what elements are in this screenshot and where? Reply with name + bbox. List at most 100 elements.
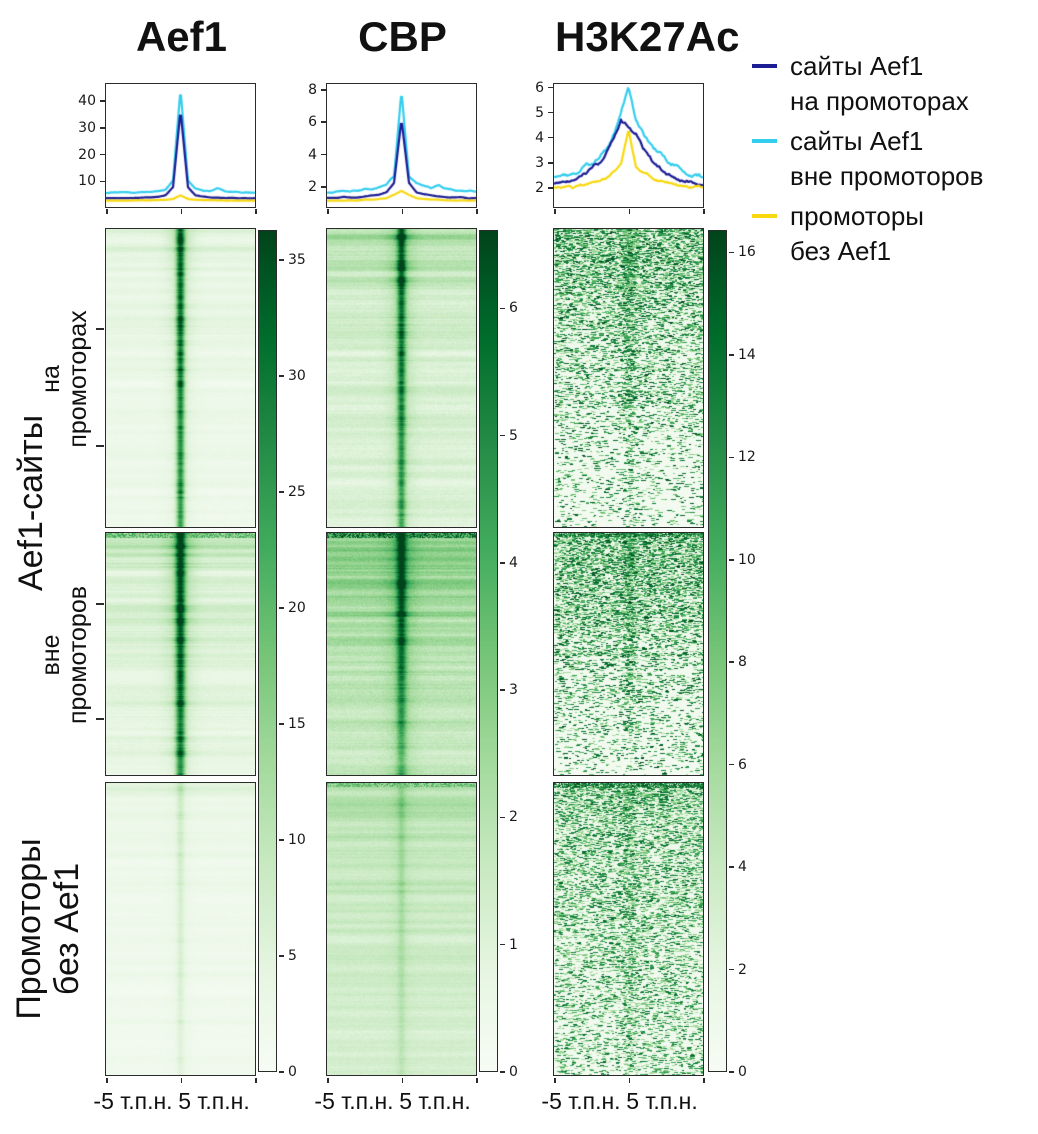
colorbar-tick <box>729 559 734 561</box>
legend-line-swatch-navy <box>752 64 777 68</box>
row-label-line: вне <box>37 634 65 676</box>
profile-plot-aef1 <box>105 83 256 208</box>
profile-ytick <box>100 100 106 102</box>
colorbar-tick-label: 30 <box>288 367 306 384</box>
profile-ytick-label: 5 <box>535 104 544 121</box>
profile-xtick <box>106 208 108 214</box>
row-label-at-promoters: на промоторах <box>37 310 92 448</box>
row-label-line: промоторов <box>64 585 92 725</box>
profile-ytick-label: 10 <box>78 173 96 190</box>
column-title-h3k27ac: H3K27Ac <box>555 13 740 60</box>
profile-ytick <box>321 153 327 156</box>
colorbar-tick <box>729 1071 734 1073</box>
profile-ytick <box>100 153 106 156</box>
legend-item-promoters-without-aef1: промоторы без Aef1 <box>752 199 1038 269</box>
heatmap-xtick <box>476 1077 478 1083</box>
heatmap-ytick <box>96 445 104 447</box>
profile-xtick <box>401 208 404 214</box>
colorbar-tick <box>500 816 505 819</box>
colorbar-tick <box>500 689 505 691</box>
colorbar-tick-label: 8 <box>738 654 747 671</box>
colorbar-tick-label: 0 <box>738 1064 747 1080</box>
colorbar-tick-label: 6 <box>738 756 747 773</box>
profile-ytick-label: 6 <box>535 79 544 96</box>
colorbar-tick-label: 5 <box>288 947 297 964</box>
heatmap-cbp-group2 <box>326 532 477 776</box>
heatmap-xtick <box>106 1077 108 1083</box>
heatmap-ytick <box>96 328 104 330</box>
xaxis-label-left-cbp: -5 т.п.н. <box>314 1088 394 1114</box>
heatmap-h3k27ac-group2 <box>553 532 704 776</box>
colorbar-tick-label: 14 <box>738 346 756 363</box>
colorbar-tick <box>500 434 505 437</box>
colorbar-tick <box>729 968 734 971</box>
heatmap-xtick <box>554 1077 556 1083</box>
colorbar-tick-label: 15 <box>288 715 306 732</box>
heatmap-cbp-group3 <box>326 782 477 1076</box>
profile-ytick-label: 30 <box>78 119 96 136</box>
xaxis-label-right-h3k27ac: 5 т.п.н. <box>626 1088 698 1114</box>
profile-ytick <box>548 111 554 114</box>
heatmap-aef1-group3 <box>105 782 256 1076</box>
heatmap-h3k27ac-group3 <box>553 782 704 1076</box>
column-title-cbp: CBP <box>358 13 447 60</box>
legend-label: без Aef1 <box>790 236 892 266</box>
profile-xtick <box>628 208 631 214</box>
colorbar-tick <box>500 943 505 946</box>
colorbar-tick-label: 10 <box>288 831 306 848</box>
colorbar-tick-label: 25 <box>288 483 306 500</box>
colorbar-tick-label: 4 <box>509 554 518 571</box>
legend-line-swatch-cyan <box>752 139 777 143</box>
colorbar-tick-label: 2 <box>738 961 747 978</box>
row-label-line: без Aef1 <box>48 862 86 996</box>
profile-xtick <box>703 208 705 214</box>
heatmap-ytick <box>96 718 104 720</box>
legend-item-aef1-sites-outside-promoters: сайты Aef1 вне промоторов <box>752 124 1038 194</box>
colorbar-tick-label: 3 <box>509 682 518 699</box>
profile-plot-cbp <box>326 83 477 208</box>
profile-ytick-label: 6 <box>308 114 317 131</box>
legend-item-aef1-sites-at-promoters: сайты Aef1 на промоторах <box>752 49 1038 119</box>
profile-plot-h3k27ac <box>553 83 704 208</box>
colorbar-tick <box>279 955 284 957</box>
heatmap-xtick <box>401 1077 404 1083</box>
colorbar-tick-label: 2 <box>509 809 518 826</box>
profile-ytick-label: 4 <box>308 146 317 163</box>
colorbar-tick-label: 16 <box>738 244 756 261</box>
legend-label: сайты Aef1 <box>790 51 924 81</box>
colorbar-tick <box>279 1071 284 1073</box>
legend-line-swatch-yellow <box>752 214 777 218</box>
heatmap-ytick <box>96 603 104 605</box>
profile-xtick <box>554 208 556 214</box>
row-label-outside-promoters: вне промоторов <box>37 585 92 725</box>
heatmap-xtick <box>628 1077 631 1083</box>
row-label-line: Промоторы <box>10 838 48 1020</box>
xaxis-label-right-cbp: 5 т.п.н. <box>399 1088 471 1114</box>
colorbar-tick <box>729 354 734 356</box>
profile-ytick <box>100 180 106 182</box>
colorbar-tick-label: 4 <box>738 859 747 876</box>
colorbar-h3k27ac <box>708 230 727 1072</box>
row-label-line: на <box>37 365 65 393</box>
colorbar-tick-label: 1 <box>509 936 518 953</box>
legend-label: на промоторах <box>790 86 969 116</box>
heatmap-aef1-group1 <box>105 228 256 528</box>
colorbar-cbp <box>479 230 498 1072</box>
legend-label: вне промоторов <box>790 161 984 191</box>
row-label-promoters-without-aef1: Промоторы без Aef1 <box>10 838 86 1019</box>
colorbar-tick <box>279 839 284 841</box>
heatmap-xtick <box>327 1077 329 1083</box>
legend-label: сайты Aef1 <box>790 126 924 156</box>
profile-xtick <box>180 208 183 214</box>
colorbar-tick-label: 0 <box>288 1064 297 1080</box>
row-label-line: промоторах <box>64 310 92 448</box>
colorbar-tick <box>279 375 284 377</box>
profile-xtick <box>476 208 478 214</box>
colorbar-tick <box>729 763 734 766</box>
colorbar-tick-label: 12 <box>738 449 756 466</box>
profile-ytick <box>548 162 554 164</box>
xaxis-label-left-aef1: -5 т.п.н. <box>93 1088 173 1114</box>
colorbar-tick-label: 20 <box>288 599 306 616</box>
colorbar-tick-label: 0 <box>509 1064 518 1080</box>
